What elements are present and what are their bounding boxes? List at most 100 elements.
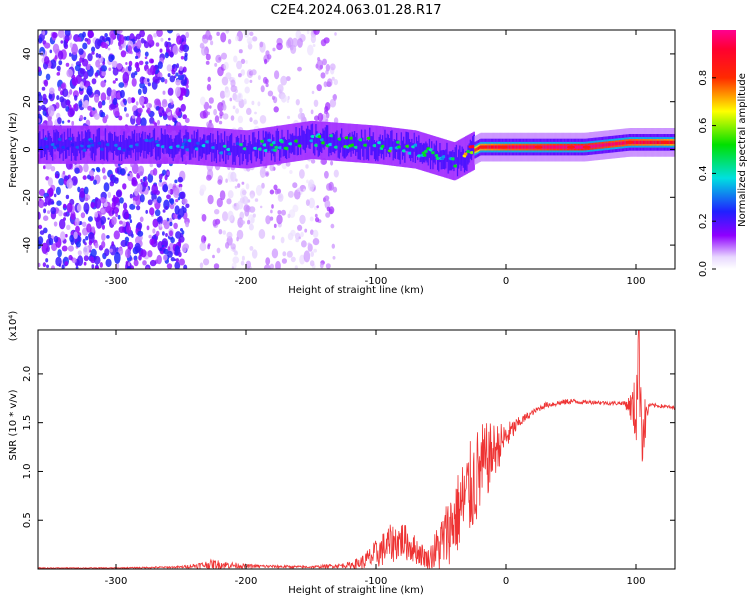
spectrogram-speckle xyxy=(135,33,141,40)
spectrogram-ridge-core xyxy=(606,143,609,147)
spectrogram-speckle xyxy=(150,58,154,64)
spectrogram-ridge-core xyxy=(338,139,341,159)
spectrogram-ridge-core xyxy=(158,141,161,161)
spectrogram-ridge-core xyxy=(75,141,78,161)
spectrogram-speckle xyxy=(277,193,284,202)
spectrogram-speckle xyxy=(129,193,133,199)
spectrogram-speckle xyxy=(138,254,142,261)
spectrogram-ridge-core xyxy=(53,129,55,149)
spectrogram-speckle xyxy=(52,43,60,54)
spectrogram-y-tick-label: -20 xyxy=(22,189,33,205)
spectrogram-speckle xyxy=(309,260,315,267)
spectrogram-speckle xyxy=(49,49,53,54)
spectrogram-speckle xyxy=(66,224,71,230)
spectrogram-speckle xyxy=(308,179,315,192)
spectrogram-speckle xyxy=(102,175,107,180)
spectrogram-ridge-core xyxy=(136,133,139,153)
spectrogram-speckle xyxy=(261,167,266,175)
spectrogram-speckle xyxy=(249,246,254,251)
spectrogram-ridge-core xyxy=(335,131,337,151)
spectrogram-ridge-core xyxy=(386,133,389,153)
spectrogram-speckle xyxy=(115,78,118,81)
spectrogram-ridge-core xyxy=(273,137,275,157)
spectrogram-ridge-core xyxy=(293,135,295,155)
spectrogram-ridge-core xyxy=(146,134,149,154)
spectrogram-speckle xyxy=(269,263,274,269)
spectrogram-speckle xyxy=(331,76,335,81)
spectrogram-speckle xyxy=(100,92,107,102)
spectrogram-marks xyxy=(38,30,675,269)
spectrogram-ridge-core xyxy=(236,135,239,155)
spectrogram-ridge-core xyxy=(522,145,525,149)
spectrogram-speckle xyxy=(58,210,63,217)
spectrogram-ridge-core xyxy=(654,140,657,144)
spectrogram-ridge-core xyxy=(394,139,397,159)
spectrogram-speckle xyxy=(60,40,64,44)
spectrogram-ridge-core xyxy=(193,130,196,150)
spectrogram-speckle xyxy=(304,228,308,233)
spectrogram-speckle xyxy=(145,209,148,214)
spectrogram-speckle xyxy=(312,44,316,47)
spectrogram-speckle xyxy=(90,201,95,209)
snr-y-tick-label: 0.5 xyxy=(22,512,33,528)
spectrogram-speckle xyxy=(254,198,259,202)
spectrogram-ridge-core xyxy=(575,145,577,149)
spectrogram-ridge-core xyxy=(460,152,463,172)
spectrogram-ridge-core xyxy=(133,129,136,149)
spectrogram-ridge-core xyxy=(554,145,556,149)
spectrogram-speckle xyxy=(250,69,257,76)
spectrogram-ridge-core xyxy=(427,146,430,166)
spectrogram-ridge-core xyxy=(177,134,179,154)
spectrogram-ridge-core xyxy=(659,140,662,144)
spectrogram-speckle xyxy=(119,89,125,99)
spectrogram-speckle xyxy=(314,213,318,218)
spectrogram-ridge-core xyxy=(119,135,122,155)
spectrogram-ridge-core xyxy=(217,130,219,150)
spectrogram-ridge-core xyxy=(649,140,652,144)
spectrogram-speckle xyxy=(100,208,105,214)
spectrogram-speckle xyxy=(149,259,157,267)
spectrogram-speckle xyxy=(57,30,65,38)
spectrogram-speckle xyxy=(331,243,335,249)
spectrogram-speckle xyxy=(299,214,306,225)
spectrogram-speckle xyxy=(43,202,48,207)
spectrogram-ridge-core xyxy=(577,145,580,149)
spectrogram-speckle xyxy=(175,86,181,98)
snr-series-line xyxy=(38,330,675,569)
spectrogram-ridge-core xyxy=(241,145,244,165)
spectrogram-speckle xyxy=(87,53,93,62)
spectrogram-ridge-core xyxy=(74,141,77,161)
spectrogram-ridge-core xyxy=(86,132,88,152)
spectrogram-ridge-core xyxy=(487,145,490,149)
spectrogram-ridge-core xyxy=(276,128,279,148)
spectrogram-speckle xyxy=(245,260,252,269)
spectrogram-ridge-core xyxy=(391,130,394,150)
spectrogram-speckle xyxy=(122,98,126,103)
spectrogram-speckle xyxy=(109,248,113,253)
spectrogram-speckle xyxy=(83,71,89,80)
spectrogram-speckle xyxy=(169,98,173,103)
spectrogram-ridge-core xyxy=(414,143,417,163)
spectrogram-y-tick-label: 20 xyxy=(22,95,33,108)
spectrogram-speckle xyxy=(62,88,69,97)
spectrogram-hotspot xyxy=(660,140,669,144)
spectrogram-ridge-core xyxy=(234,146,237,166)
spectrogram-ridge-core xyxy=(383,140,385,160)
spectrogram-speckle xyxy=(149,44,152,48)
spectrogram-ridge-core xyxy=(378,136,381,156)
spectrogram-speckle xyxy=(171,64,176,69)
spectrogram-ridge-core xyxy=(301,125,303,145)
spectrogram-ridge-core xyxy=(470,141,473,161)
spectrogram-ridge-core xyxy=(238,138,240,158)
spectrogram-speckle xyxy=(245,183,250,190)
spectrogram-speckle xyxy=(91,51,95,55)
spectrogram-speckle xyxy=(185,31,190,39)
spectrogram-speckle xyxy=(269,189,275,195)
spectrogram-speckle xyxy=(64,261,69,266)
spectrogram-ridge-core xyxy=(527,145,529,149)
spectrogram-speckle xyxy=(130,97,136,104)
spectrogram-ridge-core xyxy=(170,135,172,155)
spectrogram-ridge-core xyxy=(445,149,447,169)
spectrogram-speckle xyxy=(167,73,171,78)
